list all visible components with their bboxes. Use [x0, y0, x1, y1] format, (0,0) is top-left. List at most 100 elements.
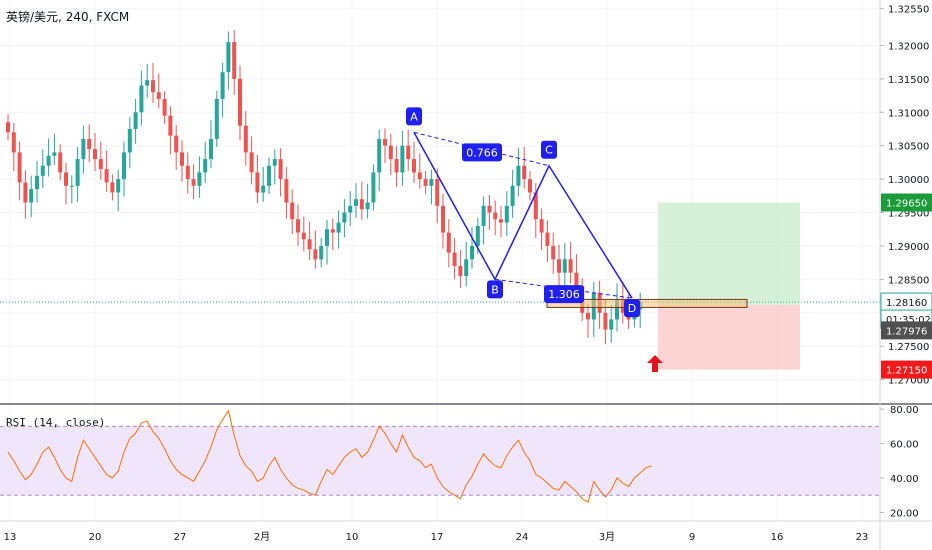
candle[interactable]	[586, 312, 590, 320]
candle[interactable]	[504, 205, 509, 223]
candle[interactable]	[452, 252, 457, 266]
candle[interactable]	[127, 128, 132, 153]
candle[interactable]	[185, 165, 190, 180]
candle[interactable]	[394, 159, 399, 173]
candle[interactable]	[296, 219, 300, 233]
candle[interactable]	[406, 145, 411, 160]
candle[interactable]	[417, 172, 422, 180]
candle[interactable]	[365, 202, 370, 210]
candle[interactable]	[243, 125, 248, 153]
target-zone[interactable]	[658, 202, 800, 305]
candle[interactable]	[220, 72, 225, 99]
candle[interactable]	[464, 259, 469, 277]
ratio-badge[interactable]	[544, 285, 584, 304]
candle[interactable]	[481, 205, 486, 226]
candle[interactable]	[11, 132, 16, 153]
candle[interactable]	[348, 205, 353, 213]
candle[interactable]	[435, 179, 440, 206]
candle[interactable]	[197, 172, 202, 186]
candle[interactable]	[603, 312, 608, 330]
candle[interactable]	[325, 229, 329, 246]
price-label-target[interactable]	[881, 193, 932, 212]
candle[interactable]	[545, 232, 550, 246]
candle[interactable]	[475, 225, 480, 246]
rsi-line[interactable]	[7, 409, 652, 503]
candle[interactable]	[58, 152, 63, 173]
candle[interactable]	[290, 202, 295, 220]
stop-zone[interactable]	[658, 304, 800, 370]
candle[interactable]	[493, 212, 498, 220]
candle[interactable]	[6, 122, 10, 133]
pattern-point-c[interactable]	[541, 140, 557, 159]
candle[interactable]	[191, 179, 196, 186]
candle[interactable]	[232, 42, 237, 79]
candle[interactable]	[104, 169, 109, 183]
candle[interactable]	[458, 265, 463, 277]
candle[interactable]	[609, 319, 614, 330]
candle[interactable]	[359, 199, 364, 210]
candle[interactable]	[139, 85, 144, 113]
candle[interactable]	[151, 80, 155, 93]
candle[interactable]	[313, 249, 318, 260]
candle[interactable]	[174, 135, 179, 153]
entry-zone[interactable]	[546, 298, 748, 308]
candle[interactable]	[568, 259, 573, 273]
interval-label[interactable]: 240	[65, 10, 89, 24]
candle[interactable]	[528, 179, 532, 193]
symbol-name[interactable]: 英镑/美元	[6, 10, 59, 24]
candle[interactable]	[533, 192, 538, 220]
candle[interactable]	[499, 219, 503, 223]
candle[interactable]	[145, 80, 150, 86]
candle[interactable]	[209, 139, 213, 160]
candle[interactable]	[516, 165, 521, 186]
candle[interactable]	[307, 239, 312, 250]
candle[interactable]	[557, 259, 561, 273]
candle[interactable]	[441, 205, 445, 233]
candle[interactable]	[354, 199, 358, 206]
candle[interactable]	[180, 152, 184, 166]
price-label-stop[interactable]	[881, 360, 932, 379]
candle[interactable]	[249, 152, 254, 173]
candle[interactable]	[423, 179, 428, 186]
candle[interactable]	[510, 185, 515, 206]
pattern-point-a[interactable]	[406, 107, 422, 126]
candle[interactable]	[75, 159, 80, 186]
candle[interactable]	[226, 42, 231, 73]
candle[interactable]	[93, 149, 97, 160]
candle[interactable]	[81, 139, 86, 160]
candle[interactable]	[52, 152, 57, 156]
candle[interactable]	[371, 172, 376, 203]
candle[interactable]	[551, 245, 556, 260]
candle[interactable]	[87, 139, 92, 150]
candle[interactable]	[330, 229, 335, 233]
pattern-point-b[interactable]	[487, 280, 503, 299]
rsi-legend[interactable]: RSI (14, close)	[6, 416, 106, 429]
candle[interactable]	[203, 159, 208, 173]
candle[interactable]	[46, 155, 51, 166]
candle[interactable]	[162, 98, 167, 116]
candle[interactable]	[261, 185, 266, 193]
candle[interactable]	[615, 299, 619, 320]
pattern-point-d[interactable]	[624, 299, 640, 318]
candle[interactable]	[238, 78, 242, 126]
candle[interactable]	[562, 259, 567, 273]
harmonic-pattern[interactable]	[413, 131, 633, 299]
candle[interactable]	[98, 159, 103, 170]
candle[interactable]	[574, 272, 579, 287]
candle[interactable]	[133, 112, 138, 129]
candle[interactable]	[278, 159, 283, 180]
candle[interactable]	[388, 145, 393, 160]
candle[interactable]	[156, 92, 161, 99]
candle[interactable]	[284, 179, 289, 203]
candle[interactable]	[17, 152, 22, 183]
candle[interactable]	[412, 159, 416, 173]
candle[interactable]	[400, 145, 405, 173]
candle[interactable]	[336, 222, 341, 233]
ratio-badge[interactable]	[462, 143, 502, 162]
candle[interactable]	[267, 165, 271, 186]
candle[interactable]	[377, 139, 382, 173]
candle[interactable]	[35, 175, 39, 190]
candle[interactable]	[272, 159, 277, 166]
candle[interactable]	[110, 182, 115, 193]
